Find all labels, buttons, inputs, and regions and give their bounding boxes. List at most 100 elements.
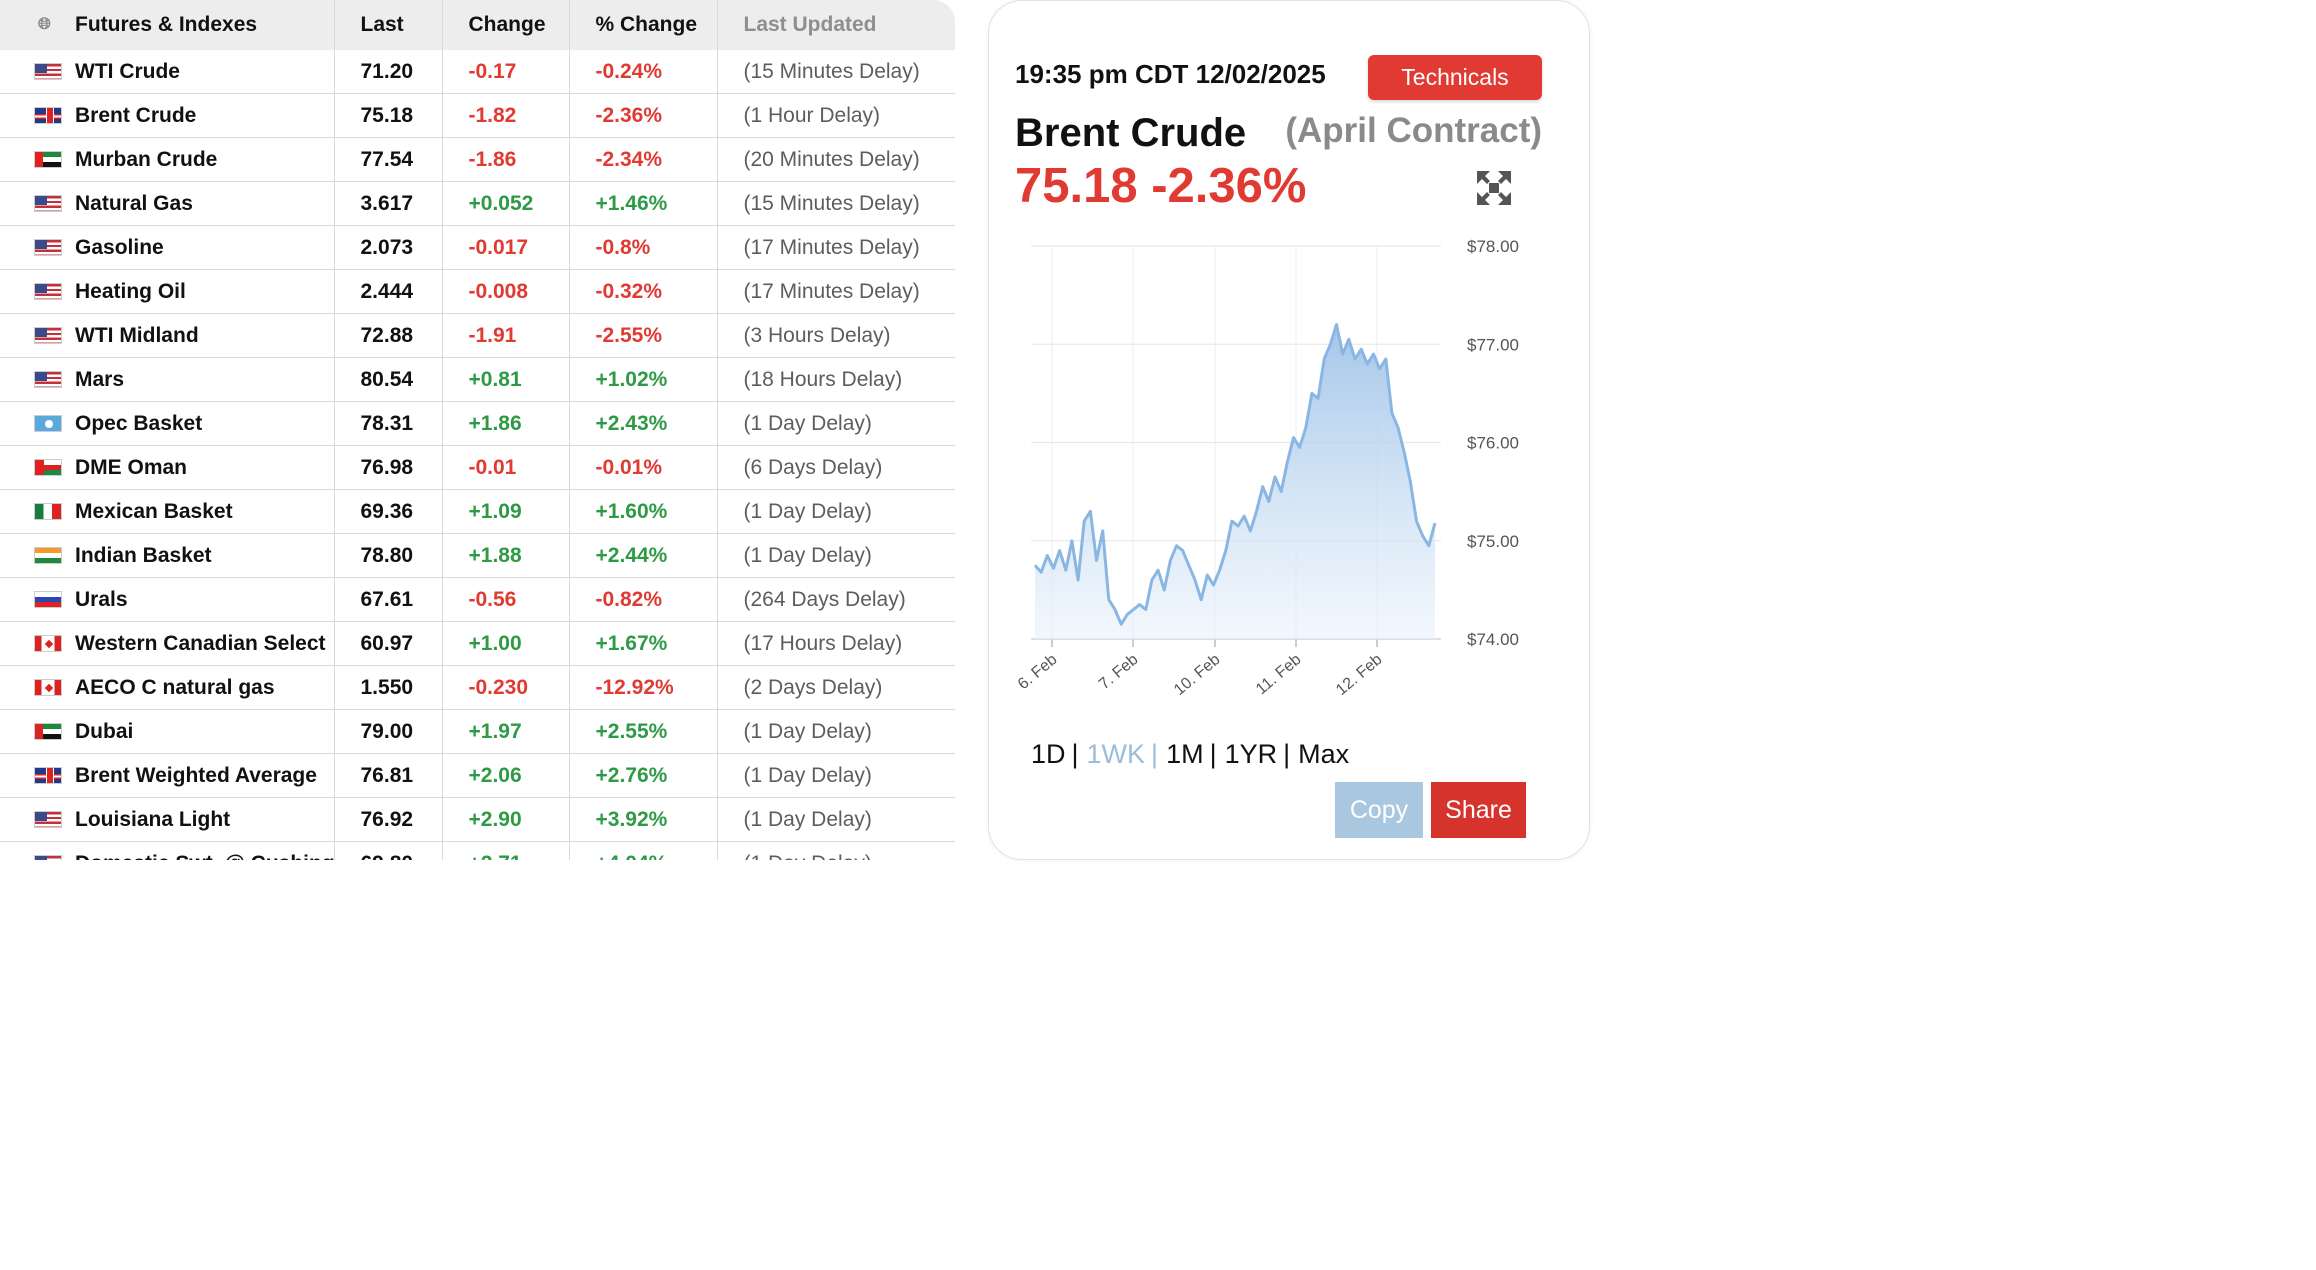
range-separator: |	[1151, 739, 1159, 769]
table-row[interactable]: Western Canadian Select 60.97 +1.00 +1.67%(…	[0, 621, 955, 666]
price-change-line: 75.18 -2.36%	[1015, 159, 1307, 213]
flag-us-icon	[34, 63, 62, 80]
row-name[interactable]: DME Oman	[75, 455, 188, 479]
row-change: -1.91	[442, 313, 570, 358]
share-button[interactable]: Share	[1431, 782, 1526, 838]
row-last-updated: (264 Days Delay)	[717, 577, 955, 622]
table-row[interactable]: WTI Midland 72.88 -1.91 -2.55% (3 Hours Dela…	[0, 313, 955, 358]
row-last-updated: (18 Hours Delay)	[717, 357, 955, 402]
range-max[interactable]: Max	[1298, 739, 1350, 769]
row-name[interactable]: Opec Basket	[75, 411, 203, 435]
row-name[interactable]: Indian Basket	[75, 543, 212, 567]
row-name[interactable]: Natural Gas	[75, 191, 193, 215]
row-pct-change: +1.02%	[569, 357, 718, 402]
row-name[interactable]: Dubai	[75, 719, 134, 743]
row-name[interactable]: Murban Crude	[75, 147, 218, 171]
table-row[interactable]: Indian Basket 78.80 +1.88 +2.44% (1 Day Dela…	[0, 533, 955, 578]
row-last: 67.61	[334, 577, 443, 622]
row-change: -0.17	[442, 50, 570, 94]
row-name[interactable]: WTI Midland	[75, 323, 199, 347]
flag-ae-icon	[34, 151, 62, 168]
row-last-updated: (1 Day Delay)	[717, 841, 955, 860]
header-last-updated[interactable]: Last Updated	[717, 0, 955, 50]
timestamp: 19:35 pm CDT 12/02/2025	[1015, 59, 1326, 89]
row-pct-change: -2.55%	[569, 313, 718, 358]
y-tick-label: $74.00	[1467, 630, 1519, 649]
row-last: 77.54	[334, 137, 443, 182]
table-row[interactable]: DME Oman 76.98 -0.01 -0.01% (6 Days Delay)	[0, 445, 955, 490]
row-last: 76.92	[334, 797, 443, 842]
table-row[interactable]: AECO C natural gas 1.550 -0.230 -12.92% (2 D…	[0, 665, 955, 710]
row-last-updated: (17 Minutes Delay)	[717, 225, 955, 270]
y-tick-label: $76.00	[1467, 434, 1519, 453]
table-row[interactable]: Murban Crude 77.54 -1.86 -2.34% (20 Minutes …	[0, 137, 955, 182]
header-pct-change[interactable]: % Change	[569, 0, 718, 50]
row-name[interactable]: AECO C natural gas	[75, 675, 275, 699]
row-last: 75.18	[334, 93, 443, 138]
table-row[interactable]: Heating Oil 2.444 -0.008 -0.32% (17 Minutes …	[0, 269, 955, 314]
y-tick-label: $78.00	[1467, 237, 1519, 256]
globe-icon: 🌐︎	[38, 16, 51, 33]
row-last-updated: (1 Day Delay)	[717, 709, 955, 754]
row-name[interactable]: Gasoline	[75, 235, 164, 259]
table-row[interactable]: Gasoline 2.073 -0.017 -0.8% (17 Minutes Dela…	[0, 225, 955, 270]
row-name[interactable]: Louisiana Light	[75, 807, 231, 831]
row-name[interactable]: WTI Crude	[75, 59, 180, 83]
row-last-updated: (6 Days Delay)	[717, 445, 955, 490]
flag-om-icon	[34, 459, 62, 476]
row-pct-change: -12.92%	[569, 665, 718, 710]
row-last-updated: (15 Minutes Delay)	[717, 181, 955, 226]
table-row[interactable]: Louisiana Light 76.92 +2.90 +3.92% (1 Day De…	[0, 797, 955, 842]
row-last: 78.80	[334, 533, 443, 578]
header-name[interactable]: 🌐︎ Futures & Indexes	[0, 0, 335, 50]
row-change: -1.82	[442, 93, 570, 138]
header-name-label: Futures & Indexes	[75, 13, 258, 36]
row-pct-change: +2.76%	[569, 753, 718, 798]
range-1d[interactable]: 1D	[1031, 739, 1066, 769]
x-tick-label: 6. Feb	[1015, 651, 1061, 693]
table-row[interactable]: Dubai 79.00 +1.97 +2.55% (1 Day Delay)	[0, 709, 955, 754]
row-pct-change: -2.36%	[569, 93, 718, 138]
range-1m[interactable]: 1M	[1166, 739, 1204, 769]
header-last[interactable]: Last	[334, 0, 443, 50]
y-tick-label: $75.00	[1467, 532, 1519, 551]
table-row[interactable]: Opec Basket 78.31 +1.86 +2.43% (1 Day Delay)	[0, 401, 955, 446]
copy-button[interactable]: Copy	[1335, 782, 1423, 838]
row-name[interactable]: Brent Crude	[75, 103, 197, 127]
row-last-updated: (1 Day Delay)	[717, 533, 955, 578]
technicals-button[interactable]: Technicals	[1368, 55, 1542, 100]
table-row[interactable]: Natural Gas 3.617 +0.052 +1.46% (15 Minutes …	[0, 181, 955, 226]
expand-icon[interactable]	[1475, 169, 1513, 207]
row-name[interactable]: Mexican Basket	[75, 499, 233, 523]
range-1wk[interactable]: 1WK	[1086, 739, 1146, 769]
x-tick-label: 11. Feb	[1253, 651, 1305, 698]
price-chart[interactable]: $78.00 $77.00 $76.00 $75.00 $74.00 6. Feb 7. F…	[989, 221, 1589, 721]
row-pct-change: +1.46%	[569, 181, 718, 226]
row-name[interactable]: Domestic Swt. @ Cushing	[75, 852, 333, 861]
table-row[interactable]: Domestic Swt. @ Cushing69.80+2.71+4.04%(…	[0, 841, 955, 861]
row-name[interactable]: Heating Oil	[75, 279, 186, 303]
row-name[interactable]: Brent Weighted Average	[75, 763, 317, 787]
row-last: 69.80	[334, 841, 443, 860]
row-name[interactable]: Western Canadian Select	[75, 631, 326, 655]
row-name[interactable]: Urals	[75, 587, 128, 611]
row-change: +1.09	[442, 489, 570, 534]
row-last: 72.88	[334, 313, 443, 358]
range-separator: |	[1209, 739, 1217, 769]
table-row[interactable]: Mexican Basket 69.36 +1.09 +1.60% (1 Day Del…	[0, 489, 955, 534]
row-change: +1.00	[442, 621, 570, 666]
table-row[interactable]: WTI Crude 71.20 -0.17 -0.24% (15 Minutes Del…	[0, 50, 955, 94]
row-last: 79.00	[334, 709, 443, 754]
flag-us-icon	[34, 327, 62, 344]
range-1yr[interactable]: 1YR	[1224, 739, 1278, 769]
table-row[interactable]: Brent Crude 75.18 -1.82 -2.36% (1 Hour Delay…	[0, 93, 955, 138]
table-row[interactable]: Urals 67.61 -0.56 -0.82% (264 Days Delay)	[0, 577, 955, 622]
table-row[interactable]: Brent Weighted Average 76.81 +2.06 +2.76% (1…	[0, 753, 955, 798]
row-change: -0.008	[442, 269, 570, 314]
table-row[interactable]: Mars 80.54 +0.81 +1.02% (18 Hours Delay)	[0, 357, 955, 402]
x-tick-label: 10. Feb	[1171, 651, 1224, 699]
header-change[interactable]: Change	[442, 0, 570, 50]
row-name[interactable]: Mars	[75, 367, 125, 391]
flag-us-icon	[34, 371, 62, 388]
range-selector: 1D | 1WK | 1M | 1YR | Max	[1031, 739, 1349, 770]
